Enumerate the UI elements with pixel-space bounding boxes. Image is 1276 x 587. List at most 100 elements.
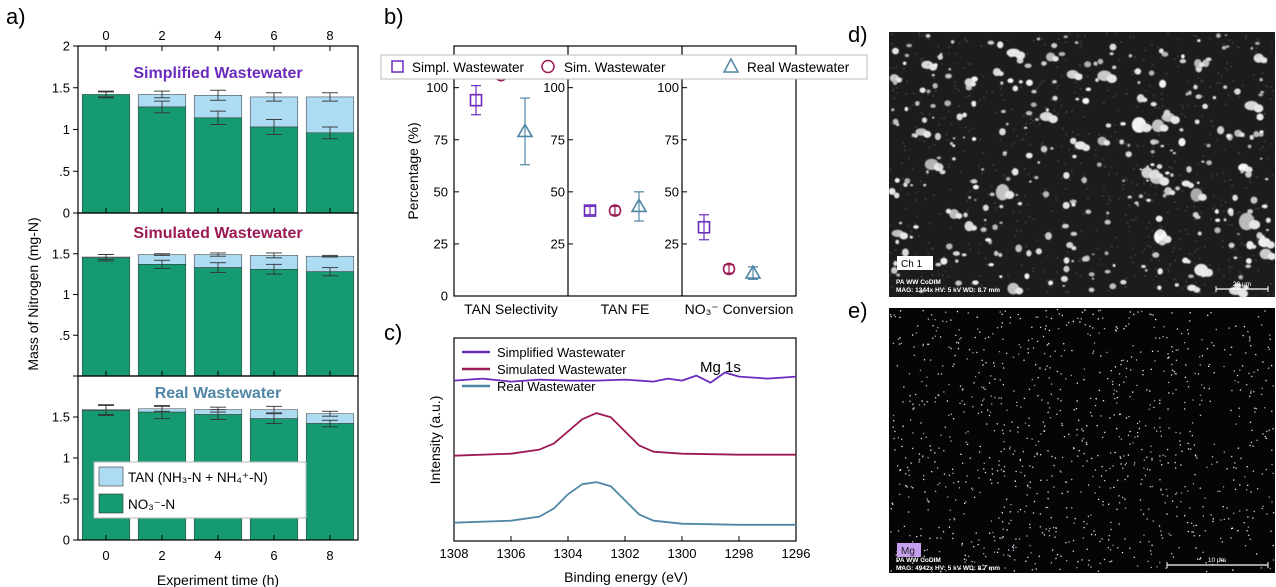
sem-particle bbox=[931, 116, 935, 119]
eds-dot bbox=[1202, 551, 1204, 553]
eds-dot bbox=[1083, 452, 1085, 455]
eds-dot bbox=[1076, 428, 1078, 431]
sem-particle bbox=[1187, 274, 1194, 279]
eds-dot bbox=[1091, 533, 1093, 536]
eds-dot bbox=[1001, 521, 1004, 523]
group-label-tan-fe: TAN FE bbox=[601, 301, 650, 317]
eds-dot bbox=[891, 502, 893, 504]
eds-dot bbox=[1199, 356, 1201, 358]
eds-dot bbox=[1235, 467, 1237, 469]
eds-dot bbox=[1002, 528, 1004, 530]
eds-dot bbox=[910, 419, 912, 421]
sem-particle bbox=[1048, 280, 1054, 286]
eds-dot bbox=[1204, 530, 1206, 532]
sem-particle bbox=[1236, 232, 1240, 235]
eds-dot bbox=[1076, 382, 1078, 384]
eds-dot bbox=[945, 311, 947, 313]
eds-dot bbox=[1232, 512, 1235, 514]
eds-dot bbox=[1029, 487, 1031, 489]
eds-dot bbox=[959, 568, 962, 570]
eds-dot bbox=[1002, 383, 1005, 386]
x-tick-label-bottom: 6 bbox=[270, 548, 277, 563]
eds-dot bbox=[1081, 311, 1084, 313]
eds-dot bbox=[972, 352, 974, 354]
eds-dot bbox=[1000, 403, 1002, 405]
eds-dot bbox=[1030, 552, 1032, 554]
eds-dot bbox=[1136, 565, 1139, 567]
eds-dot bbox=[1213, 344, 1215, 347]
eds-dot bbox=[1080, 491, 1082, 493]
eds-dot bbox=[1098, 498, 1100, 501]
sem-particle bbox=[933, 63, 938, 67]
sem-particle bbox=[1253, 130, 1260, 138]
eds-dot bbox=[1054, 457, 1057, 459]
sem-particle bbox=[1261, 204, 1268, 209]
sem-particle bbox=[1138, 194, 1144, 199]
eds-dot bbox=[971, 489, 974, 491]
eds-dot bbox=[1175, 359, 1178, 361]
sem-particle bbox=[1088, 287, 1095, 293]
eds-dot bbox=[940, 434, 942, 437]
y-tick-label-a: 0 bbox=[63, 206, 70, 221]
sem-particle bbox=[1011, 168, 1019, 176]
sem-particle bbox=[1030, 102, 1037, 108]
sem-particle bbox=[1249, 134, 1254, 140]
eds-dot bbox=[1103, 558, 1106, 561]
sem-particle bbox=[1069, 199, 1077, 204]
eds-dot bbox=[1093, 350, 1095, 352]
eds-dot bbox=[1004, 567, 1006, 569]
eds-dot bbox=[1083, 520, 1085, 523]
eds-dot bbox=[1141, 478, 1143, 481]
eds-dot bbox=[1267, 346, 1269, 348]
eds-dot bbox=[1065, 324, 1068, 326]
eds-dot bbox=[1037, 440, 1040, 443]
eds-dot bbox=[1194, 473, 1196, 476]
eds-dot bbox=[926, 400, 929, 403]
eds-dot bbox=[918, 459, 921, 461]
sem-particle bbox=[1062, 284, 1066, 287]
eds-dot bbox=[896, 465, 899, 467]
eds-dot bbox=[1155, 318, 1157, 321]
eds-dot bbox=[1017, 353, 1020, 355]
bar-no3 bbox=[305, 271, 355, 377]
eds-dot bbox=[1176, 492, 1178, 494]
eds-dot bbox=[1176, 515, 1178, 517]
sem-particle bbox=[921, 117, 928, 123]
eds-dot bbox=[1107, 546, 1110, 549]
eds-dot bbox=[1159, 430, 1162, 432]
eds-dot bbox=[1124, 478, 1126, 481]
eds-dot bbox=[1063, 343, 1065, 345]
eds-dot bbox=[1023, 359, 1025, 361]
sem-particle bbox=[1070, 137, 1077, 145]
eds-dot bbox=[1151, 313, 1153, 316]
eds-dot bbox=[1048, 530, 1050, 532]
sem-particle bbox=[1015, 193, 1019, 196]
eds-dot bbox=[1081, 559, 1083, 561]
sem-particle bbox=[925, 170, 929, 174]
eds-dot bbox=[953, 363, 955, 365]
eds-dot bbox=[1060, 373, 1062, 375]
eds-dot bbox=[996, 326, 999, 329]
eds-dot bbox=[1015, 538, 1017, 540]
sem-particle bbox=[1157, 285, 1162, 291]
eds-dot bbox=[1043, 534, 1046, 536]
eds-dot bbox=[966, 443, 969, 446]
eds-dot bbox=[974, 336, 976, 339]
sem-particle bbox=[972, 280, 979, 285]
eds-dot bbox=[981, 359, 983, 361]
eds-dot bbox=[1264, 310, 1266, 312]
eds-dot bbox=[1048, 377, 1050, 379]
eds-dot bbox=[912, 541, 914, 543]
eds-dot bbox=[991, 473, 994, 475]
eds-dot bbox=[1008, 522, 1010, 525]
eds-dot bbox=[1083, 379, 1085, 381]
sem-image-d: Ch 1 PA WW CoDIM MAG: 1344x HV: 5 kV WD:… bbox=[888, 32, 1276, 298]
eds-dot bbox=[1024, 511, 1026, 513]
eds-dot bbox=[1171, 363, 1173, 366]
eds-dot bbox=[1082, 430, 1084, 432]
eds-dot bbox=[1065, 507, 1068, 509]
sem-particle bbox=[956, 113, 963, 121]
eds-dot bbox=[1180, 333, 1183, 335]
eds-dot bbox=[1101, 538, 1103, 540]
eds-dot bbox=[989, 567, 991, 570]
